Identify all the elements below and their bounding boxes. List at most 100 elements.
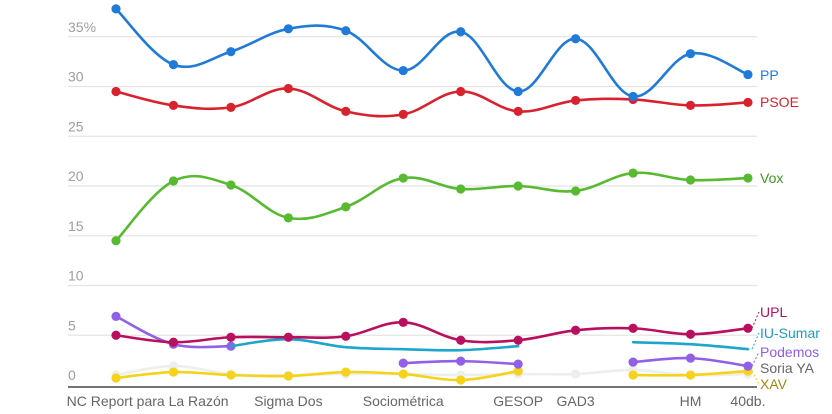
data-point[interactable] [571,325,581,335]
series-podemos [111,311,753,371]
series-line [114,7,750,98]
data-point[interactable] [226,102,236,112]
series-pp [111,4,753,102]
y-tick-label: 25 [68,118,84,134]
x-tick-label: GAD3 [557,393,595,409]
data-point[interactable] [226,370,236,380]
series-line [114,364,750,377]
data-point[interactable] [168,176,179,186]
data-point[interactable] [398,173,408,183]
series-line [114,369,520,382]
data-point[interactable] [513,181,523,191]
x-tick-label: 40db. [730,393,765,409]
y-tick-label: 35% [68,19,96,35]
data-point[interactable] [513,359,523,369]
series-label-upl: UPL [760,304,787,320]
data-point[interactable] [111,373,121,383]
data-point[interactable] [111,4,121,14]
data-point[interactable] [398,369,408,379]
label-leader [751,311,760,329]
data-point[interactable] [111,236,121,246]
data-point[interactable] [283,332,293,342]
data-point[interactable] [513,106,523,116]
data-point[interactable] [628,370,638,380]
x-axis-ticks: NC Report para La Razón Sigma Dos Sociomét… [67,393,766,409]
data-point[interactable] [685,370,696,380]
data-point[interactable] [111,311,121,321]
data-point[interactable] [456,184,466,194]
data-point[interactable] [111,86,121,97]
gridlines [68,36,757,336]
series-label-podemos: Podemos [760,344,819,360]
series-line [114,171,750,243]
series-line [229,337,520,352]
data-point[interactable] [743,69,753,80]
series-line [114,87,750,118]
data-point[interactable] [283,83,293,94]
data-point[interactable] [226,47,236,57]
y-tick-label: 0 [68,367,76,383]
data-point[interactable] [341,202,351,212]
y-tick-label: 20 [68,168,84,184]
data-point[interactable] [168,367,179,377]
data-point[interactable] [628,357,638,367]
series-lines [111,4,753,385]
series-label-iu-sumar: IU-Sumar [760,325,820,341]
series-line [114,321,750,344]
data-point[interactable] [628,323,638,333]
data-point[interactable] [456,86,466,97]
data-point[interactable] [513,335,523,345]
data-point[interactable] [628,168,638,178]
data-point[interactable] [168,100,179,111]
data-point[interactable] [743,323,753,333]
data-point[interactable] [685,49,696,59]
data-point[interactable] [456,27,466,37]
data-point[interactable] [456,375,466,385]
data-point[interactable] [685,353,696,363]
data-point[interactable] [513,366,523,376]
data-point[interactable] [111,330,121,340]
series-psoe [111,83,753,119]
y-tick-label: 5 [68,317,76,333]
data-point[interactable] [168,337,179,347]
data-point[interactable] [685,100,696,111]
series-label-pp: PP [760,67,779,83]
data-point[interactable] [743,361,753,371]
data-point[interactable] [571,95,581,106]
x-tick-label: NC Report para La Razón [67,393,229,409]
series-label-xav: XAV [760,376,788,392]
data-point[interactable] [341,106,351,116]
data-point[interactable] [571,186,581,196]
x-tick-label: GESOP [493,393,543,409]
data-point[interactable] [283,213,293,223]
data-point[interactable] [571,34,581,44]
data-point[interactable] [341,367,351,377]
data-point[interactable] [398,317,408,327]
y-axis-ticks: 0 5 10 15 20 25 30 35% [68,19,96,383]
data-point[interactable] [341,331,351,341]
data-point[interactable] [226,332,236,342]
label-leader [751,370,760,385]
data-point[interactable] [743,173,753,183]
data-point[interactable] [456,356,466,366]
data-point[interactable] [226,180,236,190]
data-point[interactable] [398,109,408,119]
data-point[interactable] [341,26,351,36]
data-point[interactable] [283,24,293,34]
series-label-soria-ya: Soria YA [760,360,815,376]
data-point[interactable] [456,335,466,345]
data-point[interactable] [283,371,293,381]
data-point[interactable] [685,175,696,185]
data-point[interactable] [571,369,581,379]
y-tick-label: 15 [68,218,84,234]
data-point[interactable] [398,358,408,368]
data-point[interactable] [685,329,696,339]
data-point[interactable] [743,97,753,108]
data-point[interactable] [513,86,523,97]
data-point[interactable] [168,60,179,70]
data-point[interactable] [398,65,408,76]
series-xav [111,366,753,385]
data-point[interactable] [628,91,638,102]
y-tick-label: 30 [68,69,84,85]
